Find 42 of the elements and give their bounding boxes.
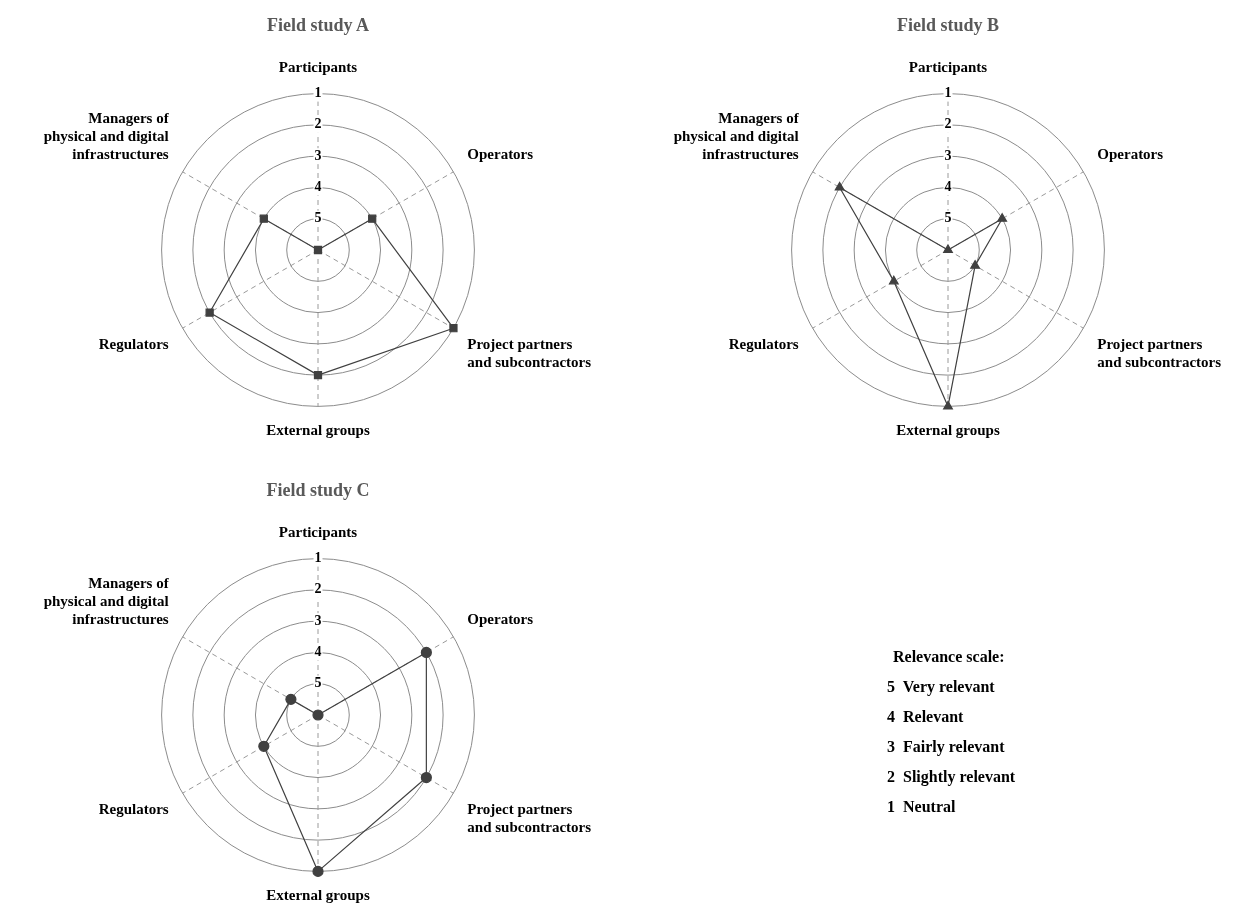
y-tick-label: 5 — [314, 210, 322, 226]
chart-title: Field study A — [266, 15, 370, 36]
y-tick-label: 2 — [314, 116, 322, 132]
y-tick-label: 1 — [314, 550, 322, 566]
spoke-label: Managers of physical and digital infrastructures — [673, 109, 800, 162]
spoke-label: External groups — [896, 422, 1000, 439]
spoke-label: Operators — [1097, 145, 1164, 162]
spoke-label: Operators — [467, 610, 534, 627]
spoke-label: Managers of physical and digital infrastructures — [43, 574, 170, 627]
y-tick-label: 4 — [944, 179, 952, 195]
y-tick-label: 4 — [314, 179, 322, 195]
spoke-label: Participants — [278, 59, 358, 76]
spoke-label: Regulators — [98, 336, 169, 353]
text: 5 Very relevant — [887, 678, 996, 696]
spoke-label: Regulators — [728, 336, 799, 353]
y-tick-label: 2 — [314, 581, 322, 597]
y-tick-label: 1 — [944, 85, 952, 101]
y-tick-label: 4 — [314, 644, 322, 660]
text: 3 Fairly relevant — [887, 738, 1006, 756]
spoke-label: Participants — [278, 524, 358, 541]
spoke-label: Managers of physical and digital infrastructures — [43, 109, 170, 162]
chart-title: Field study C — [266, 480, 370, 501]
y-tick-label: 2 — [944, 116, 952, 132]
chart-title: Field study B — [896, 15, 1000, 36]
spoke-label: Project partners and subcontractors — [1097, 336, 1222, 371]
spoke-label: External groups — [266, 887, 370, 904]
y-tick-label: 3 — [944, 147, 952, 163]
spoke-label: Regulators — [98, 801, 169, 818]
y-tick-label: 1 — [314, 85, 322, 101]
y-tick-label: 5 — [314, 675, 322, 691]
text: 2 Slightly relevant — [887, 768, 1016, 786]
spoke-label: External groups — [266, 422, 370, 439]
spoke-label: Operators — [467, 145, 534, 162]
y-tick-label: 5 — [944, 210, 952, 226]
spoke-label: Project partners and subcontractors — [467, 801, 592, 836]
text: 1 Neutral — [887, 798, 957, 816]
text: 4 Relevant — [887, 708, 965, 726]
y-tick-label: 3 — [314, 612, 322, 628]
text: Relevance scale: — [893, 648, 1006, 666]
y-tick-label: 3 — [314, 147, 322, 163]
spoke-label: Participants — [908, 59, 988, 76]
spoke-label: Project partners and subcontractors — [467, 336, 592, 371]
